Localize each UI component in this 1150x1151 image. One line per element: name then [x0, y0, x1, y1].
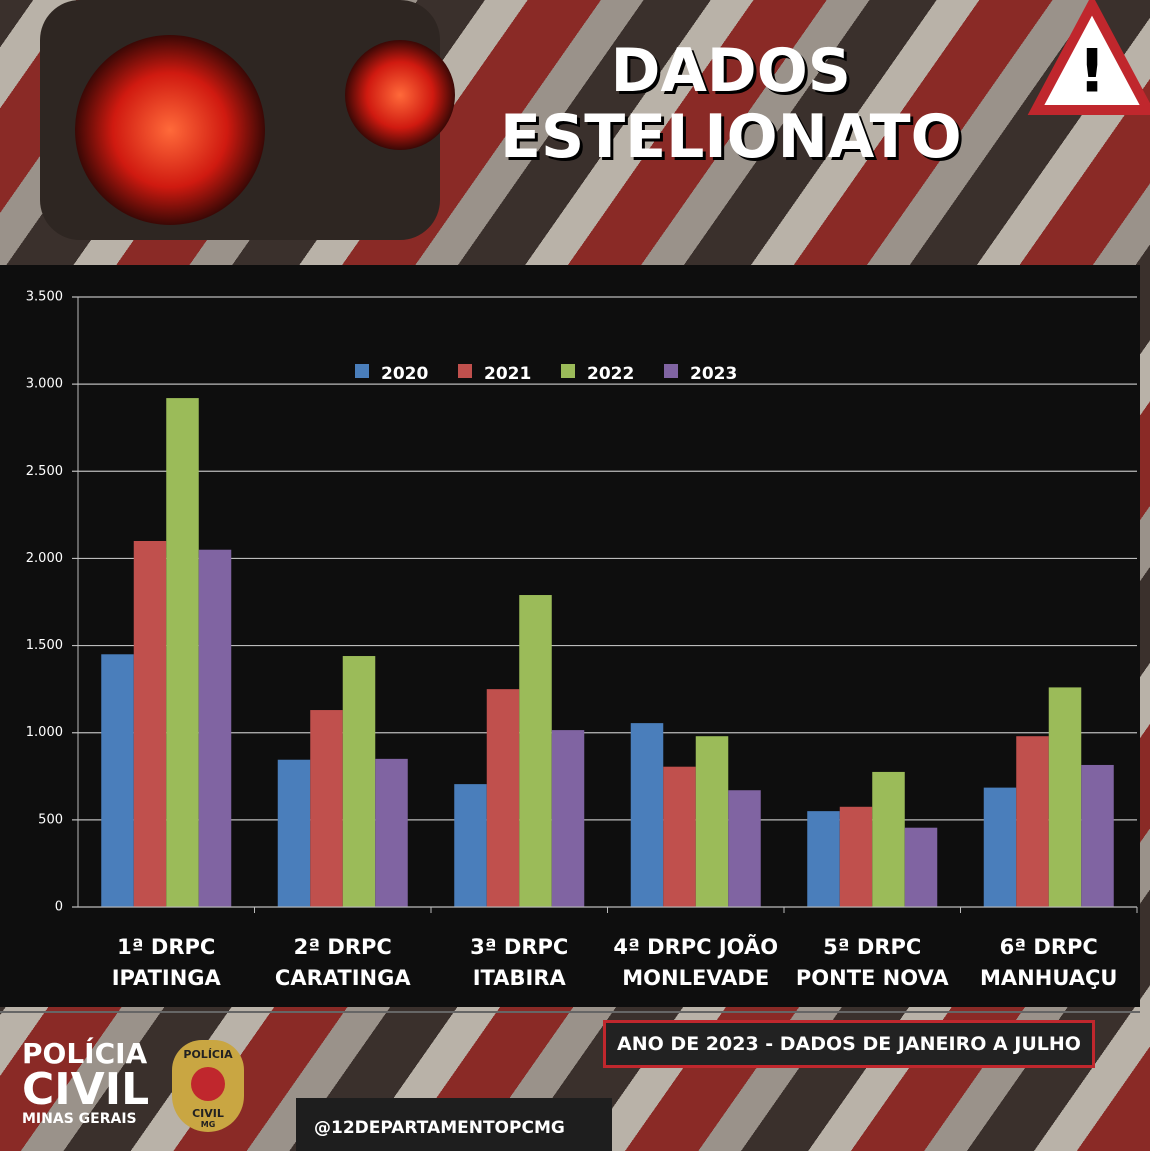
badge: POLÍCIA CIVIL MG [172, 1040, 244, 1132]
bar [904, 827, 938, 907]
y-tick-label: 500 [38, 812, 63, 827]
x-tick-label: 2ª DRPC CARATINGA [274, 935, 411, 990]
warning-icon [1027, 0, 1150, 115]
bar [1048, 687, 1082, 907]
bar [342, 656, 376, 907]
y-tick-label: 2.500 [26, 464, 63, 479]
y-tick-label: 3.500 [26, 290, 63, 305]
x-tick-label: 6ª DRPC MANHUAÇU [980, 935, 1118, 990]
bar [1081, 764, 1114, 907]
bar [375, 758, 408, 907]
y-tick-label: 1.500 [26, 638, 63, 653]
badge-text: CIVIL [192, 1107, 224, 1120]
x-tick-label: 5ª DRPC PONTE NOVA [795, 935, 949, 990]
bar [101, 654, 134, 907]
badge-text: MG [200, 1120, 216, 1129]
warning-mark: ! [1078, 37, 1105, 107]
logo-line: POLÍCIA [22, 1037, 148, 1070]
badge-text: POLÍCIA [183, 1048, 233, 1061]
x-tick-label: 4ª DRPC JOÃO MONLEVADE [613, 935, 779, 990]
y-tick-label: 0 [55, 900, 63, 915]
bar [551, 730, 585, 907]
lamp [75, 35, 265, 225]
logo-line: CIVIL [22, 1064, 150, 1115]
y-tick-label: 3.000 [26, 377, 63, 392]
bar [663, 766, 696, 907]
bar [454, 784, 487, 907]
legend-swatch [664, 364, 678, 378]
legend-swatch [355, 364, 369, 378]
chart-title: DADOS ESTELIONATO [500, 36, 962, 172]
bar [519, 595, 552, 907]
legend-label: 2023 [690, 364, 737, 384]
logo: POLÍCIA CIVIL MINAS GERAIS [22, 1037, 150, 1127]
bar [983, 787, 1017, 907]
bar [1016, 736, 1049, 907]
x-tick-label: 3ª DRPC ITABIRA [470, 935, 569, 990]
footer-note: ANO DE 2023 - DADOS DE JANEIRO A JULHO [603, 1020, 1095, 1068]
bar [872, 771, 905, 907]
bar [630, 723, 664, 907]
y-tick-label: 2.000 [26, 551, 63, 566]
legend-swatch [458, 364, 472, 378]
lamp [345, 40, 455, 150]
legend-label: 2020 [381, 364, 428, 384]
bar [310, 710, 343, 907]
legend-label: 2021 [484, 364, 531, 384]
bar [133, 541, 167, 907]
bar [728, 790, 761, 907]
handle: @12DEPARTAMENTOPCMG [296, 1098, 612, 1151]
logo-line: MINAS GERAIS [22, 1111, 137, 1127]
y-tick-label: 1.000 [26, 725, 63, 740]
bar [277, 759, 311, 907]
badge-emblem [191, 1067, 225, 1101]
bar [807, 811, 840, 907]
legend-label: 2022 [587, 364, 634, 384]
bar [486, 689, 520, 907]
bar [166, 398, 199, 907]
legend-swatch [561, 364, 575, 378]
bar [839, 806, 873, 907]
x-tick-label: 1ª DRPC IPATINGA [111, 935, 221, 990]
bar [695, 736, 729, 907]
bar [198, 549, 232, 907]
